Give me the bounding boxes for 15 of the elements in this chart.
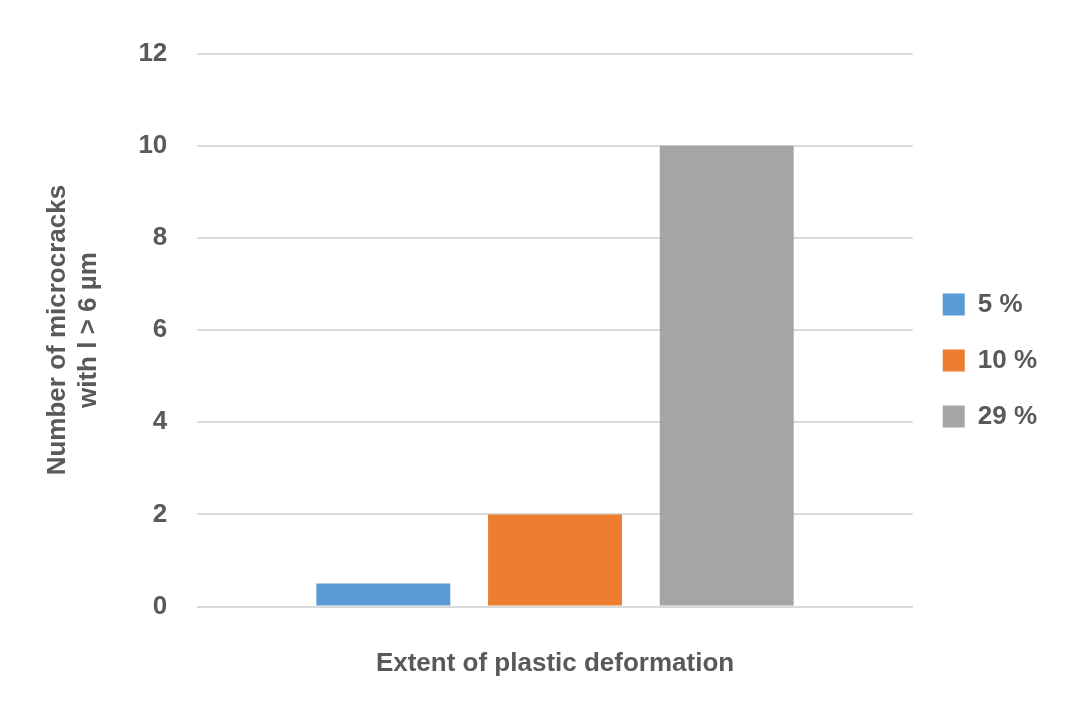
y-tick-label: 10	[138, 128, 168, 159]
y-tick-label: 12	[138, 36, 168, 67]
y-tick-label: 6	[152, 313, 168, 344]
y-axis-title: Number of microcracks with l > 6 µm	[40, 184, 102, 476]
legend-label: 29 %	[977, 399, 1037, 430]
bar	[488, 514, 622, 606]
bar	[659, 145, 794, 606]
y-tick-label: 0	[152, 589, 168, 620]
y-tick-label: 2	[152, 497, 168, 528]
legend-label: 10 %	[977, 343, 1037, 374]
y-tick-label: 4	[152, 405, 168, 436]
bar	[316, 583, 451, 606]
legend-label: 5 %	[977, 287, 1023, 318]
y-tick-label: 8	[152, 221, 168, 252]
x-axis-title: Extent of plastic deformation	[375, 646, 735, 677]
